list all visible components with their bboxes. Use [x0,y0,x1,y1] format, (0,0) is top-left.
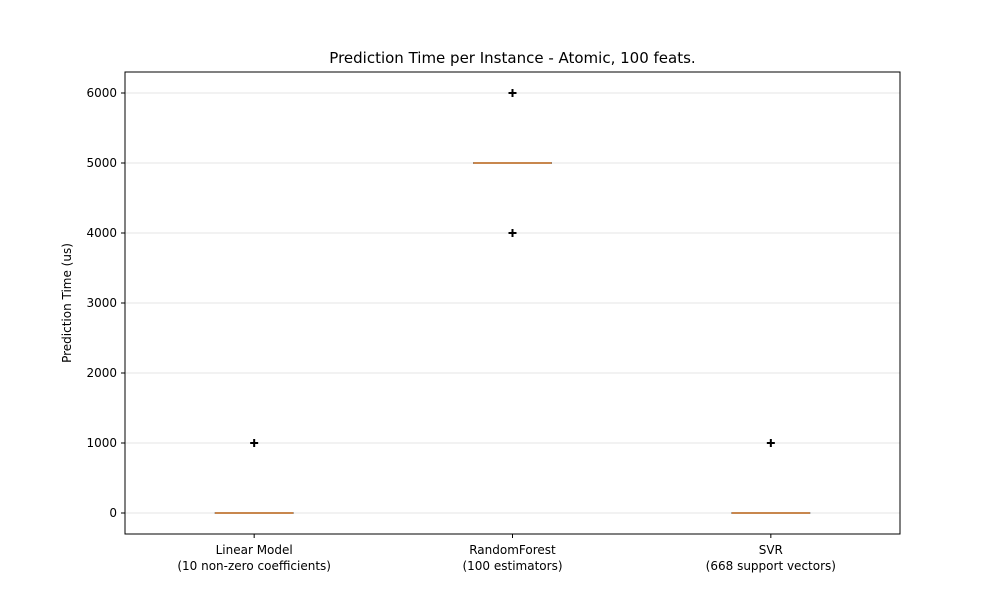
chart-title: Prediction Time per Instance - Atomic, 1… [329,49,695,67]
box-group [731,439,811,514]
boxes [214,89,811,514]
y-tick-label: 6000 [86,86,117,100]
x-tick-label: SVR [759,543,783,557]
x-tick-label: (668 support vectors) [706,559,836,573]
x-tick-label: Linear Model [216,543,293,557]
outlier-marker [508,89,517,97]
y-axis-ticks: 0 1000 2000 3000 4000 5000 6000 [86,86,125,520]
x-axis-ticks: Linear Model (10 non-zero coefficients) Ra… [177,534,836,573]
y-tick-label: 1000 [86,436,117,450]
box-group [214,439,294,514]
x-tick-label: RandomForest [469,543,556,557]
y-axis-label: Prediction Time (us) [60,243,74,363]
y-tick-label: 3000 [86,296,117,310]
y-tick-label: 5000 [86,156,117,170]
outlier-marker [250,439,259,447]
y-tick-label: 2000 [86,366,117,380]
y-tick-label: 0 [109,506,117,520]
outlier-marker [508,229,517,237]
y-tick-label: 4000 [86,226,117,240]
x-tick-label: (10 non-zero coefficients) [177,559,331,573]
box-group [473,89,552,237]
x-tick-label: (100 estimators) [462,559,562,573]
outlier-marker [766,439,775,447]
